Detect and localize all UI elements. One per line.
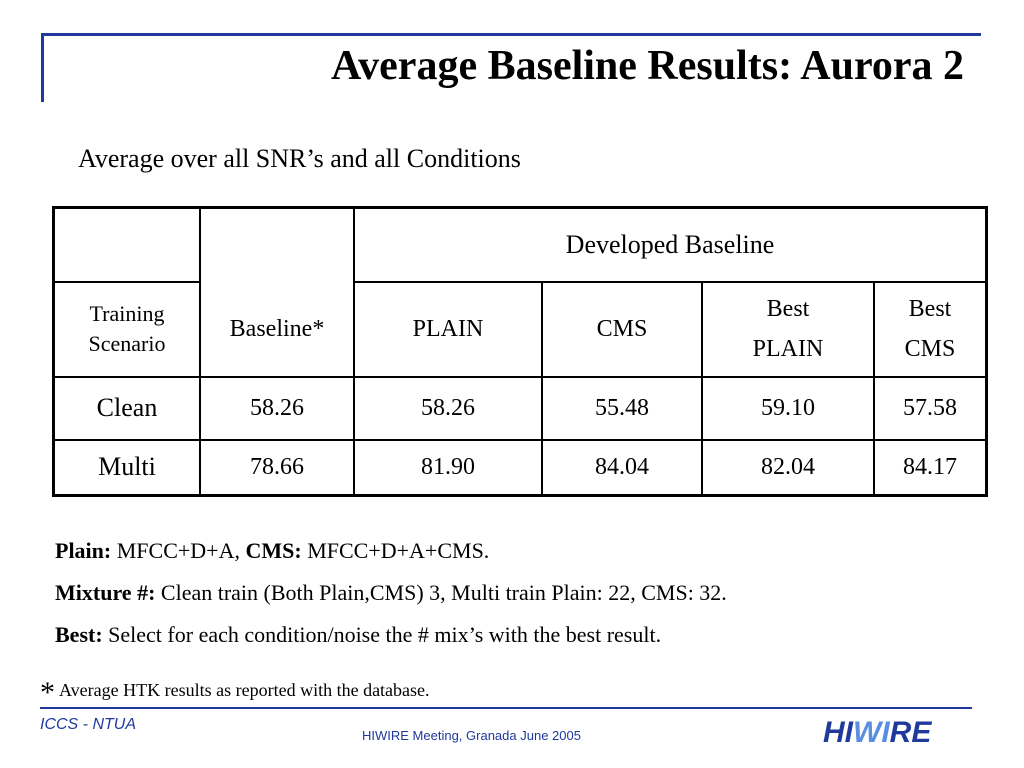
table-cell: 81.90 xyxy=(353,438,543,497)
best-plain-header: Best PLAIN xyxy=(701,280,875,378)
table-cell: 84.04 xyxy=(541,438,703,497)
note-best: Best: Select for each condition/noise th… xyxy=(55,622,727,664)
table-cell: 82.04 xyxy=(701,438,875,497)
logo-part-2: WI xyxy=(853,716,890,749)
table-cell: 59.10 xyxy=(701,375,875,441)
row-label-clean: Clean xyxy=(52,375,201,441)
baseline-header-cell: Baseline* xyxy=(199,206,355,378)
baseline-header-label: Baseline* xyxy=(229,315,325,342)
note-best-label: Best: xyxy=(55,622,103,647)
logo-part-3: RE xyxy=(889,716,932,749)
best-cms-line-2: CMS xyxy=(904,336,956,362)
table-row: Multi 78.66 81.90 84.04 82.04 84.17 xyxy=(52,438,988,497)
footnote: * Average HTK results as reported with t… xyxy=(40,676,430,710)
table-cell: 57.58 xyxy=(873,375,988,441)
note-mixture-text: Clean train (Both Plain,CMS) 3, Multi tr… xyxy=(155,580,727,605)
table-cell: 84.17 xyxy=(873,438,988,497)
note-best-text: Select for each condition/noise the # mi… xyxy=(102,622,662,647)
table-cell: 58.26 xyxy=(199,375,355,441)
plain-header: PLAIN xyxy=(353,280,543,378)
note-mixture: Mixture #: Clean train (Both Plain,CMS) … xyxy=(55,580,727,622)
note-plain-text: MFCC+D+A, xyxy=(111,538,246,563)
training-scenario-header: Training Scenario xyxy=(52,280,201,378)
training-scenario-line-2: Scenario xyxy=(88,331,166,356)
slide-subtitle: Average over all SNR’s and all Condition… xyxy=(78,144,521,173)
table-cell: 55.48 xyxy=(541,375,703,441)
footer-meeting: HIWIRE Meeting, Granada June 2005 xyxy=(362,728,581,743)
best-cms-header: Best CMS xyxy=(873,280,988,378)
best-cms-line-1: Best xyxy=(908,296,952,322)
results-table: Baseline* Developed Baseline Training Sc… xyxy=(52,206,988,497)
slide-title: Average Baseline Results: Aurora 2 xyxy=(330,43,964,89)
row-label-multi: Multi xyxy=(52,438,201,497)
table-row: Clean 58.26 58.26 55.48 59.10 57.58 xyxy=(52,375,988,441)
footnote-star: * xyxy=(40,676,55,709)
footer-institution: ICCS - NTUA xyxy=(40,716,136,733)
training-scenario-line-1: Training xyxy=(89,301,165,326)
title-frame-left-line xyxy=(41,33,44,102)
developed-baseline-header: Developed Baseline xyxy=(353,206,988,283)
empty-corner-cell xyxy=(52,206,201,283)
note-cms-label: CMS: xyxy=(245,538,302,563)
title-frame-top-line xyxy=(41,33,981,36)
cms-header: CMS xyxy=(541,280,703,378)
best-plain-line-2: PLAIN xyxy=(752,336,824,362)
logo-part-1: HI xyxy=(823,716,853,749)
note-plain-label: Plain: xyxy=(55,538,112,563)
note-plain-cms: Plain: MFCC+D+A, CMS: MFCC+D+A+CMS. xyxy=(55,538,727,580)
best-plain-line-1: Best xyxy=(766,296,810,322)
note-mixture-label: Mixture #: xyxy=(55,580,156,605)
table-header-row: Baseline* Developed Baseline xyxy=(52,206,988,378)
table-cell: 78.66 xyxy=(199,438,355,497)
table-cell: 58.26 xyxy=(353,375,543,441)
note-cms-text: MFCC+D+A+CMS. xyxy=(301,538,490,563)
hiwire-logo: HIWIRE xyxy=(823,716,931,750)
footnote-text: Average HTK results as reported with the… xyxy=(59,680,430,700)
footer-rule xyxy=(40,707,972,709)
table-subheader-row: Training Scenario PLAIN CMS Best PLAIN B… xyxy=(52,280,988,378)
notes-block: Plain: MFCC+D+A, CMS: MFCC+D+A+CMS. Mixt… xyxy=(55,538,727,664)
